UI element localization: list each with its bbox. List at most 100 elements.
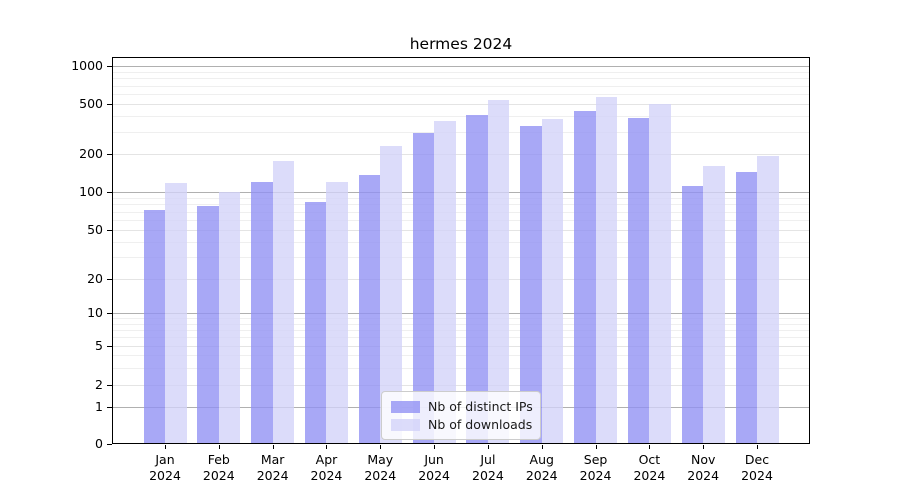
major-gridline [113,346,809,347]
major-gridline [113,313,809,314]
x-tick-mark [487,445,489,449]
x-tick-mark [218,445,220,449]
x-tick-label-aug: Aug 2024 [525,452,558,483]
x-tick-mark [541,445,543,449]
y-tick-label: 50 [87,222,103,237]
y-tick-mark [107,407,112,408]
bar-mar-distinct-ips [251,182,273,443]
bar-dec-downloads [757,156,779,443]
y-tick-label: 500 [79,96,103,111]
y-tick-mark [107,444,112,445]
bar-feb-distinct-ips [197,205,219,443]
minor-gridline [113,329,809,331]
y-tick-label: 200 [79,146,103,161]
legend-item-distinct-ips: Nb of distinct IPs [391,398,533,415]
major-gridline [113,230,809,231]
y-tick-label: 20 [87,271,103,286]
bar-dec-distinct-ips [735,171,758,443]
x-tick-label-sep: Sep 2024 [579,452,612,483]
major-gridline [113,66,809,67]
minor-gridline [113,85,809,87]
minor-gridline [113,211,809,213]
legend-item-downloads: Nb of downloads [391,416,533,433]
bar-oct-downloads [649,104,671,443]
minor-gridline [113,220,809,221]
y-tick-mark [107,230,112,231]
y-tick-label: 100 [79,184,103,199]
bar-nov-downloads [703,166,725,443]
minor-gridline [113,323,809,325]
y-tick-label: 5 [95,338,103,353]
bar-aug-downloads [541,118,564,443]
bar-jan-downloads [165,183,187,443]
y-tick-mark [107,192,112,193]
y-tick-mark [107,154,112,155]
x-tick-label-jan: Jan 2024 [149,452,181,483]
y-tick-label: 0 [95,436,103,451]
x-tick-mark [272,445,274,449]
bar-may-distinct-ips [358,175,381,443]
x-tick-label-jun: Jun 2024 [418,452,450,483]
minor-gridline [113,116,809,118]
x-tick-mark [595,445,597,449]
bar-feb-downloads [218,192,241,443]
legend-swatch-downloads [391,418,420,431]
chart-title: hermes 2024 [409,35,513,53]
legend-swatch-distinct-ips [391,400,420,413]
bar-apr-distinct-ips [304,202,327,443]
minor-gridline [113,131,809,133]
minor-gridline [113,318,809,320]
bar-jun-distinct-ips [412,132,435,443]
x-tick-label-dec: Dec 2024 [741,452,773,483]
minor-gridline [113,257,809,259]
minor-gridline [113,197,809,199]
x-tick-mark [380,445,382,449]
y-tick-mark [107,313,112,314]
x-tick-mark [757,445,759,449]
bar-mar-downloads [272,161,295,443]
x-tick-label-mar: Mar 2024 [256,452,289,483]
legend: Nb of distinct IPs Nb of downloads [381,391,541,440]
minor-gridline [113,337,809,339]
bar-sep-downloads [595,96,618,443]
bar-apr-downloads [326,182,348,443]
x-tick-mark [649,445,651,449]
x-tick-label-apr: Apr 2024 [310,452,343,483]
bar-oct-distinct-ips [627,117,650,443]
x-tick-mark [326,445,328,449]
y-tick-label: 1 [95,399,103,414]
minor-gridline [113,367,809,369]
bar-sep-distinct-ips [574,110,596,443]
major-gridline [113,192,809,193]
x-tick-label-feb: Feb 2024 [202,452,235,483]
bar-may-downloads [380,146,402,443]
y-tick-mark [107,104,112,105]
x-tick-label-oct: Oct 2024 [633,452,666,483]
x-tick-label-nov: Nov 2024 [687,452,720,483]
bar-jan-distinct-ips [143,210,165,443]
major-gridline [113,385,809,386]
x-tick-label-jul: Jul 2024 [472,452,504,483]
y-tick-label: 2 [95,377,103,392]
bar-jul-distinct-ips [466,115,488,443]
plot-area: Nb of distinct IPs Nb of downloads [112,57,810,444]
major-gridline [113,279,809,280]
x-tick-mark [165,445,166,449]
x-tick-label-may: May 2024 [364,452,397,483]
minor-gridline [113,241,809,243]
bar-nov-distinct-ips [681,185,704,443]
minor-gridline [113,78,809,80]
x-tick-mark [703,445,705,449]
bar-jun-downloads [434,121,456,443]
minor-gridline [113,355,809,357]
major-gridline [113,104,809,105]
legend-label-downloads: Nb of downloads [428,416,533,432]
y-tick-mark [107,279,112,280]
y-tick-label: 1000 [71,58,103,73]
minor-gridline [113,204,809,206]
bar-aug-distinct-ips [520,126,542,443]
bar-jul-downloads [487,99,510,443]
x-tick-mark [434,445,436,449]
bars-layer [113,58,809,443]
y-tick-mark [107,66,112,67]
